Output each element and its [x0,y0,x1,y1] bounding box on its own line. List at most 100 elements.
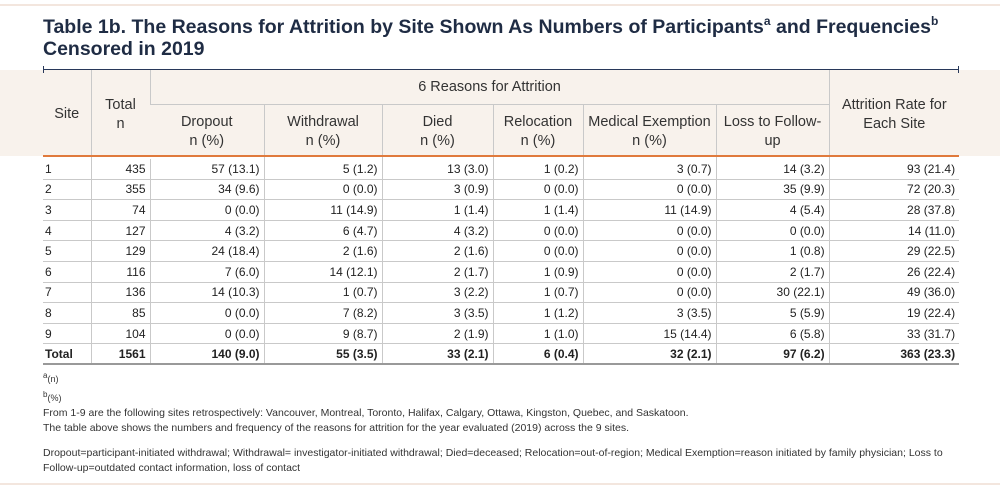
description-note: The table above shows the numbers and fr… [43,422,630,434]
cell-medical: 32 (2.1) [582,343,716,365]
header-dropout-label: Dropout [180,114,233,130]
cell-site: 3 [43,199,91,221]
cell-dropout: 34 (9.6) [149,179,264,201]
cell-total: 1561 [90,343,150,365]
rule-tick-right [958,66,959,73]
footnote-a-text: (n) [47,374,59,384]
cell-relocation: 0 (0.0) [492,220,583,242]
footnote-b-text: (%) [47,393,62,403]
cell-dropout: 0 (0.0) [149,323,264,345]
cell-loss: 14 (3.2) [715,159,830,180]
header-attrition-rate: Attrition Rate for Each Site [828,70,960,159]
cell-withdrawal: 5 (1.2) [263,159,382,180]
cell-withdrawal: 14 (12.1) [263,261,382,283]
cell-relocation: 1 (1.2) [492,302,583,324]
table-row: 2 355 34 (9.6) 0 (0.0) 3 (0.9) 0 (0.0) 0 (0.0)… [43,179,960,201]
cell-site: 9 [43,323,91,345]
header-medical-unit: n (%) [632,133,667,149]
cell-loss: 0 (0.0) [715,220,830,242]
footnotes: a(n) b(%) From 1-9 are the following sit… [43,368,973,476]
cell-died: 3 (3.5) [381,302,493,324]
cell-medical: 0 (0.0) [582,240,716,262]
attrition-table: Site Total n 6 Reasons for Attrition Attr… [43,70,960,365]
table-row: 6 116 7 (6.0) 14 (12.1) 2 (1.7) 1 (0.9) 0 (0.0… [43,261,960,283]
cell-medical: 11 (14.9) [582,199,716,221]
cell-site: 4 [43,220,91,242]
cell-total: 435 [90,159,150,180]
cell-died: 3 (0.9) [381,179,493,201]
cell-withdrawal: 7 (8.2) [263,302,382,324]
header-medical-exemption: Medical Exemption n (%) [582,104,716,159]
table-row: 1 435 57 (13.1) 5 (1.2) 13 (3.0) 1 (0.2) 3 (0.… [43,159,960,180]
cell-site: 8 [43,302,91,324]
cell-died: 33 (2.1) [381,343,493,365]
cell-loss: 97 (6.2) [715,343,830,365]
cell-died: 2 (1.7) [381,261,493,283]
cell-site: 1 [43,159,91,180]
cell-died: 3 (2.2) [381,282,493,304]
cell-relocation: 1 (1.0) [492,323,583,345]
table-body: 1 435 57 (13.1) 5 (1.2) 13 (3.0) 1 (0.2) 3 (0.… [43,159,960,365]
cell-withdrawal: 6 (4.7) [263,220,382,242]
cell-loss: 30 (22.1) [715,282,830,304]
header-withdrawal: Withdrawal n (%) [263,104,382,159]
header-dropout-unit: n (%) [189,133,225,149]
cell-loss: 35 (9.9) [715,179,830,201]
cell-relocation: 0 (0.0) [492,240,583,262]
cell-rate: 26 (22.4) [828,261,960,283]
cell-died: 2 (1.9) [381,323,493,345]
cell-medical: 0 (0.0) [582,261,716,283]
title-text-part2: and Frequencies [770,16,931,38]
cell-total: 129 [90,240,150,262]
cell-relocation: 1 (1.4) [492,199,583,221]
cell-dropout: 4 (3.2) [149,220,264,242]
header-relocation: Relocation n (%) [492,104,583,159]
cell-medical: 3 (0.7) [582,159,716,180]
footnote-a-marker: a [43,371,48,380]
cell-withdrawal: 9 (8.7) [263,323,382,345]
cell-rate: 14 (11.0) [828,220,960,242]
definitions-note: Dropout=participant-initiated withdrawal… [43,447,943,474]
cell-dropout: 14 (10.3) [149,282,264,304]
cell-loss: 6 (5.8) [715,323,830,345]
cell-dropout: 7 (6.0) [149,261,264,283]
cell-loss: 5 (5.9) [715,302,830,324]
cell-withdrawal: 55 (3.5) [263,343,382,365]
cell-loss: 2 (1.7) [715,261,830,283]
table-row: 8 85 0 (0.0) 7 (8.2) 3 (3.5) 1 (1.2) 3 (3.5) 5 … [43,302,960,324]
table-row: 9 104 0 (0.0) 9 (8.7) 2 (1.9) 1 (1.0) 15 (14.4… [43,323,960,345]
cell-withdrawal: 0 (0.0) [263,179,382,201]
cell-relocation: 6 (0.4) [492,343,583,365]
title-text-part3: Censored in 2019 [43,38,205,60]
cell-died: 13 (3.0) [381,159,493,180]
cell-rate: 28 (37.8) [828,199,960,221]
header-relocation-label: Relocation [503,114,573,130]
cell-total: 74 [90,199,150,221]
table-bottom-rule [43,363,959,364]
cell-medical: 3 (3.5) [582,302,716,324]
cell-withdrawal: 11 (14.9) [263,199,382,221]
table-row: 4 127 4 (3.2) 6 (4.7) 4 (3.2) 0 (0.0) 0 (0.0) 0… [43,220,960,242]
cell-total: 127 [90,220,150,242]
cell-relocation: 1 (0.7) [492,282,583,304]
footnote-a: a(n) [43,368,973,387]
rule-tick-left [43,66,44,73]
cell-medical: 15 (14.4) [582,323,716,345]
header-loss-label: Loss to Follow-up [723,114,822,149]
header-total-unit: n [116,115,125,132]
cell-died: 1 (1.4) [381,199,493,221]
header-site: Site [54,106,80,122]
cell-total: 85 [90,302,150,324]
cell-rate: 363 (23.3) [828,343,960,365]
cell-medical: 0 (0.0) [582,220,716,242]
header-loss-to-follow-up: Loss to Follow-up [715,104,830,159]
notes-gap [43,436,973,446]
cell-rate: 72 (20.3) [828,179,960,201]
cell-died: 4 (3.2) [381,220,493,242]
cell-total: 116 [90,261,150,283]
header-group: 6 Reasons for Attrition [149,70,830,105]
table-row: 7 136 14 (10.3) 1 (0.7) 3 (2.2) 1 (0.7) 0 (0.0… [43,282,960,304]
cell-site: 5 [43,240,91,262]
cell-rate: 93 (21.4) [828,159,960,180]
header-medical-label: Medical Exemption [588,114,711,130]
